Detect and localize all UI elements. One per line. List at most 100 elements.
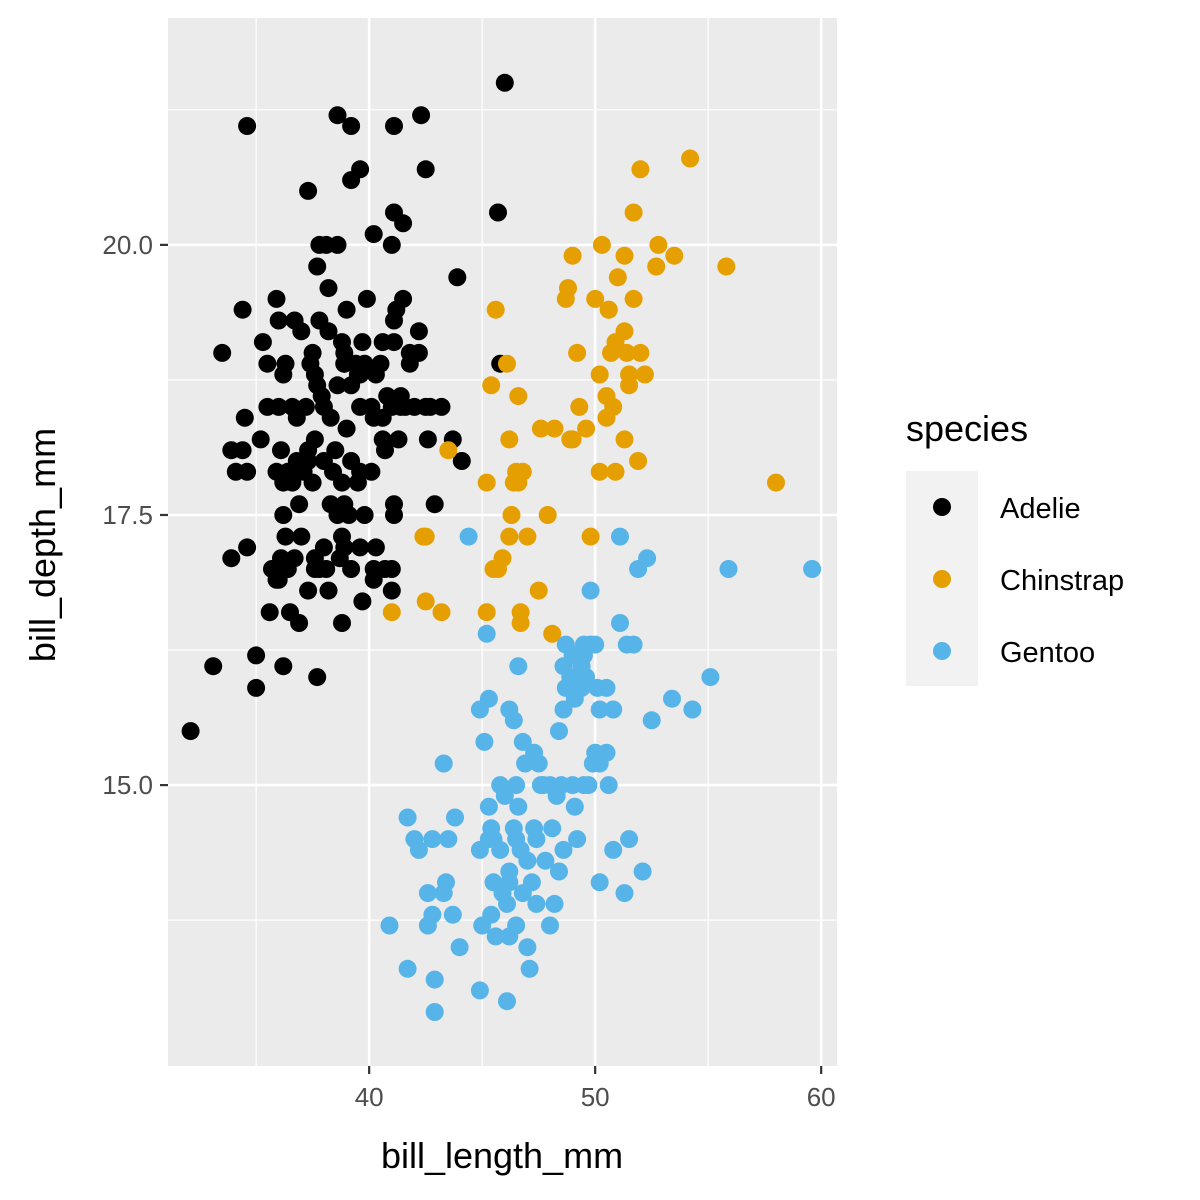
data-point: [290, 614, 309, 632]
data-point: [418, 884, 437, 903]
data-point: [269, 311, 288, 330]
data-point: [545, 419, 564, 438]
data-point: [498, 354, 516, 373]
data-point: [432, 397, 451, 416]
data-point: [599, 300, 618, 319]
data-point: [663, 689, 681, 708]
data-point: [581, 581, 600, 600]
data-point: [701, 668, 720, 687]
data-point: [568, 830, 587, 849]
data-point: [385, 333, 403, 352]
data-point: [489, 203, 507, 222]
data-point: [425, 1003, 444, 1021]
data-point: [538, 506, 557, 524]
data-point: [561, 430, 580, 449]
data-point: [509, 473, 528, 492]
data-point: [333, 473, 351, 492]
data-point: [416, 527, 435, 546]
legend-entry-chinstrap: Chinstrap: [933, 565, 1124, 597]
data-point: [416, 397, 435, 416]
data-point: [518, 527, 537, 546]
data-point: [803, 560, 822, 578]
data-point: [568, 343, 587, 362]
data-point: [683, 700, 702, 719]
data-point: [283, 473, 302, 492]
data-point: [629, 560, 648, 578]
data-point: [247, 678, 266, 697]
data-point: [543, 624, 562, 643]
data-point: [204, 657, 223, 676]
data-point: [337, 419, 356, 438]
data-point: [418, 430, 437, 449]
data-point: [274, 506, 293, 524]
data-point: [385, 506, 403, 524]
data-point: [470, 981, 489, 1000]
data-point: [592, 235, 611, 254]
data-point: [649, 235, 668, 254]
data-point: [470, 700, 489, 719]
legend-key-point: [933, 570, 951, 588]
data-point: [382, 603, 401, 622]
data-point: [563, 246, 582, 265]
legend-title: species: [906, 408, 1028, 449]
data-point: [577, 419, 596, 438]
data-point: [226, 462, 245, 481]
data-point: [366, 365, 385, 384]
data-point: [299, 581, 318, 600]
data-point: [400, 354, 419, 373]
data-point: [353, 333, 372, 352]
data-point: [238, 538, 257, 557]
legend-label: Adelie: [1000, 493, 1081, 525]
data-point: [409, 322, 428, 341]
data-point: [590, 365, 609, 384]
data-point: [351, 538, 370, 557]
data-point: [767, 473, 785, 492]
data-point: [423, 830, 442, 849]
data-point: [355, 506, 374, 524]
data-point: [342, 171, 361, 190]
data-point: [233, 300, 252, 319]
series-adelie: [181, 73, 514, 741]
data-point: [287, 408, 306, 427]
data-point: [545, 894, 564, 913]
data-point: [258, 354, 277, 373]
data-point: [479, 797, 498, 816]
data-point: [486, 300, 505, 319]
data-point: [513, 732, 532, 751]
data-point: [477, 473, 496, 492]
data-point: [500, 430, 519, 449]
data-point: [439, 830, 458, 849]
data-point: [308, 668, 327, 687]
data-point: [312, 387, 331, 406]
data-point: [328, 106, 347, 125]
data-point: [590, 462, 609, 481]
x-axis-title: bill_length_mm: [381, 1135, 623, 1176]
data-point: [597, 678, 616, 697]
data-point: [489, 560, 507, 578]
data-point: [633, 862, 652, 881]
data-point: [550, 862, 568, 881]
legend: species Adelie Chinstrap Gentoo: [906, 408, 1124, 686]
data-point: [337, 300, 356, 319]
data-point: [518, 938, 537, 957]
y-tick-label: 20.0: [102, 230, 153, 260]
axes: 40 50 60 15.0 17.5 20.0: [102, 230, 835, 1112]
data-point: [423, 905, 442, 924]
data-point: [482, 376, 501, 395]
data-point: [509, 387, 528, 406]
legend-key-point: [933, 498, 951, 516]
data-point: [326, 441, 345, 460]
data-point: [606, 462, 625, 481]
data-point: [328, 235, 347, 254]
data-point: [477, 624, 496, 643]
data-point: [446, 808, 464, 827]
data-point: [520, 959, 539, 978]
data-point: [620, 830, 639, 849]
data-point: [416, 592, 435, 611]
data-point: [398, 959, 417, 978]
data-point: [260, 603, 279, 622]
data-point: [303, 473, 322, 492]
data-point: [274, 657, 293, 676]
data-point: [565, 689, 584, 708]
